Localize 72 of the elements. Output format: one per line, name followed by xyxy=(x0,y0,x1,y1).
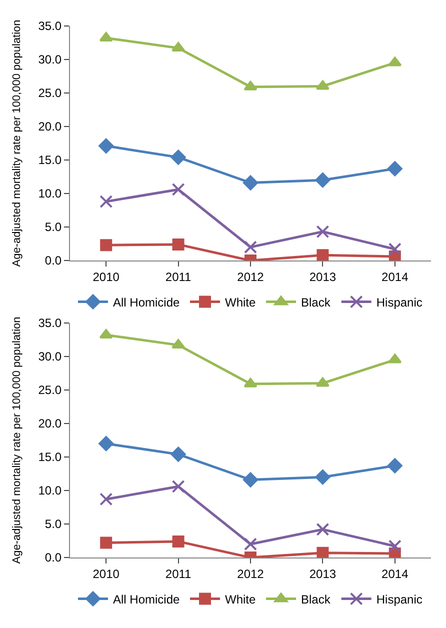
point xyxy=(388,56,402,66)
y-tick-label: 25.0 xyxy=(38,86,62,100)
legend-label: Black xyxy=(301,592,332,606)
point xyxy=(100,195,113,208)
point xyxy=(316,546,329,558)
point xyxy=(388,540,402,553)
legend-label: White xyxy=(225,295,256,310)
point xyxy=(170,446,186,462)
point xyxy=(172,535,184,548)
y-tick-label: 0.0 xyxy=(44,254,62,268)
point xyxy=(172,42,186,52)
legend-label: Hispanic xyxy=(376,295,422,310)
legend-label: All Homicide xyxy=(113,592,180,606)
y-tick-label: 30.0 xyxy=(38,52,62,67)
point xyxy=(387,161,402,176)
point xyxy=(98,436,114,452)
point xyxy=(172,182,185,196)
point xyxy=(100,239,112,252)
y-tick-label: 15.0 xyxy=(38,153,62,168)
point xyxy=(316,225,330,238)
x-tick-label: 2010 xyxy=(92,270,120,284)
point xyxy=(315,470,330,485)
y-tick-label: 0.0 xyxy=(44,550,62,565)
y-tick-label: 20.0 xyxy=(38,416,62,431)
y-tick-label: 15.0 xyxy=(38,450,62,464)
point xyxy=(388,242,402,256)
x-tick-label: 2012 xyxy=(237,270,264,284)
y-axis-title: Age-adjusted mortality rate per 100,000 population xyxy=(10,316,23,564)
point xyxy=(98,138,114,154)
point xyxy=(172,238,184,250)
y-tick-label: 5.0 xyxy=(44,517,62,532)
point xyxy=(244,378,258,388)
point xyxy=(387,458,402,474)
point xyxy=(316,80,330,90)
point xyxy=(99,328,113,338)
point xyxy=(316,522,330,536)
point xyxy=(244,240,257,254)
x-tick-label: 2013 xyxy=(309,566,336,581)
legend-label: White xyxy=(225,592,256,606)
x-tick-label: 2014 xyxy=(382,566,409,581)
point xyxy=(316,249,329,261)
point xyxy=(100,492,113,506)
x-tick-label: 2014 xyxy=(382,270,409,284)
point xyxy=(244,538,257,551)
point xyxy=(100,536,112,549)
point xyxy=(316,377,330,387)
legend-label: Black xyxy=(301,295,332,310)
point xyxy=(243,175,258,190)
legend-label: All Homicide xyxy=(113,295,180,310)
x-tick-label: 2012 xyxy=(237,566,264,581)
point xyxy=(388,354,402,364)
point xyxy=(170,150,186,165)
y-tick-label: 10.0 xyxy=(38,484,62,498)
x-tick-label: 2013 xyxy=(309,270,336,284)
y-tick-label: 30.0 xyxy=(38,350,62,364)
point xyxy=(243,472,258,488)
point xyxy=(244,80,258,90)
point xyxy=(172,339,186,349)
y-axis-title: Age-adjusted mortality rate per 100,000 population xyxy=(10,20,23,267)
y-tick-label: 25.0 xyxy=(38,383,62,398)
y-tick-label: 10.0 xyxy=(38,186,62,201)
x-tick-label: 2010 xyxy=(92,566,120,581)
point xyxy=(315,172,330,188)
legend-label: Hispanic xyxy=(376,592,422,606)
y-tick-label: 35.0 xyxy=(38,19,62,34)
point xyxy=(172,480,185,493)
y-tick-label: 5.0 xyxy=(44,220,62,234)
x-tick-label: 2011 xyxy=(165,270,192,284)
y-tick-label: 20.0 xyxy=(38,120,62,134)
point xyxy=(99,32,113,42)
x-tick-label: 2011 xyxy=(165,566,192,581)
y-tick-label: 35.0 xyxy=(38,316,62,330)
